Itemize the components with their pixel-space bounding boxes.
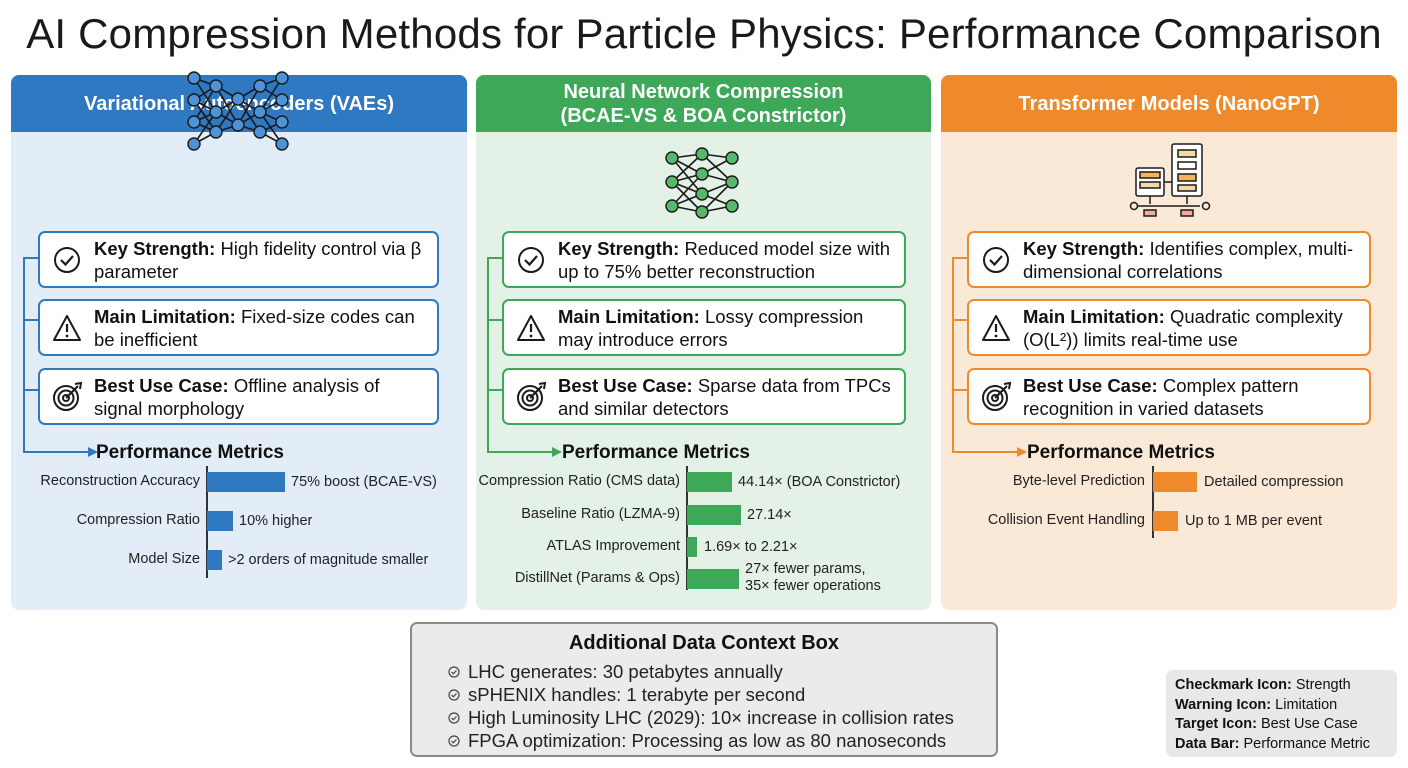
strength-label: Key Strength: [94, 238, 215, 259]
context-title: Additional Data Context Box [412, 632, 996, 655]
metric-value: 1.69× to 2.21× [704, 539, 798, 556]
legend-item: Data Bar: Performance Metric [1175, 735, 1397, 755]
context-item: High Luminosity LHC (2029): 10× increase… [468, 707, 954, 729]
legend-item: Target Icon: Best Use Case [1175, 715, 1397, 735]
checkmark-icon [981, 245, 1011, 275]
legend-text: Performance Metric [1244, 736, 1371, 752]
checkmark-icon [52, 245, 82, 275]
limitation-card: Main Limitation: Quadratic complexity (O… [967, 299, 1371, 356]
limitation-label: Main Limitation: [1023, 306, 1165, 327]
metric-value: 10% higher [239, 513, 312, 530]
metric-label: Byte-level Prediction [1013, 473, 1145, 489]
metric-label: Collision Event Handling [988, 512, 1145, 528]
warning-icon [51, 313, 83, 343]
usecase-card: Best Use Case: Complex pattern recogniti… [967, 368, 1371, 425]
metric-bar [1153, 511, 1178, 531]
panel-header-text: Transformer Models (NanoGPT) [1018, 92, 1319, 116]
limitation-card: Main Limitation: Lossy compression may i… [502, 299, 906, 356]
strength-card: Key Strength: Identifies complex, multi-… [967, 231, 1371, 288]
metric-value: >2 orders of magnitude smaller [228, 552, 428, 569]
icon-legend: Checkmark Icon: Strength Warning Icon: L… [1166, 670, 1397, 757]
strength-label: Key Strength: [1023, 238, 1144, 259]
metric-label: Compression Ratio (CMS data) [479, 473, 680, 489]
legend-label: Warning Icon: [1175, 697, 1271, 713]
limitation-label: Main Limitation: [558, 306, 700, 327]
metric-value: 75% boost (BCAE-VS) [291, 474, 437, 491]
metrics-title: Performance Metrics [1027, 442, 1215, 464]
usecase-label: Best Use Case: [558, 375, 693, 396]
metric-value: 27× fewer params, 35× fewer operations [745, 561, 881, 595]
metric-value: 44.14× (BOA Constrictor) [738, 474, 900, 491]
usecase-card: Best Use Case: Offline analysis of signa… [38, 368, 439, 425]
legend-label: Checkmark Icon: [1175, 677, 1292, 693]
legend-text: Strength [1296, 677, 1351, 693]
metrics-title: Performance Metrics [562, 442, 750, 464]
panel-header: Transformer Models (NanoGPT) [941, 75, 1397, 132]
transformer-diagram-icon [1128, 140, 1212, 220]
metric-label: Model Size [128, 551, 200, 567]
additional-data-context-box: Additional Data Context Box LHC generate… [410, 622, 998, 757]
metric-bar [1153, 472, 1197, 492]
legend-label: Target Icon: [1175, 716, 1257, 732]
usecase-label: Best Use Case: [1023, 375, 1158, 396]
checkmark-icon [516, 245, 546, 275]
warning-icon [515, 313, 547, 343]
strength-card: Key Strength: Reduced model size with up… [502, 231, 906, 288]
metric-label: Compression Ratio [77, 512, 200, 528]
legend-item: Warning Icon: Limitation [1175, 696, 1397, 716]
legend-text: Limitation [1275, 697, 1337, 713]
usecase-card: Best Use Case: Sparse data from TPCs and… [502, 368, 906, 425]
metric-bar [687, 472, 732, 492]
metrics-title: Performance Metrics [96, 442, 284, 464]
context-item: LHC generates: 30 petabytes annually [468, 661, 783, 683]
neural-network-icon [660, 146, 744, 220]
strength-label: Key Strength: [558, 238, 679, 259]
checkmark-icon [448, 666, 460, 678]
metric-value: Up to 1 MB per event [1185, 513, 1322, 530]
metric-value: 27.14× [747, 507, 792, 524]
neural-network-icon [180, 66, 296, 222]
metric-bar [687, 537, 697, 557]
metric-bar [687, 569, 739, 589]
panel-header-line1: Neural Network Compression [563, 80, 843, 104]
panel-header: Neural Network Compression (BCAE-VS & BO… [476, 75, 931, 132]
page-title: AI Compression Methods for Particle Phys… [0, 10, 1408, 58]
metric-value-line: 35× fewer operations [745, 578, 881, 595]
checkmark-icon [448, 689, 460, 701]
target-icon [980, 381, 1012, 413]
legend-item: Checkmark Icon: Strength [1175, 676, 1397, 696]
context-item: sPHENIX handles: 1 terabyte per second [468, 684, 805, 706]
panel-header-line2: (BCAE-VS & BOA Constrictor) [561, 104, 847, 128]
metric-bar [207, 550, 222, 570]
context-item: FPGA optimization: Processing as low as … [468, 730, 946, 752]
target-icon [51, 381, 83, 413]
checkmark-icon [448, 712, 460, 724]
limitation-card: Main Limitation: Fixed-size codes can be… [38, 299, 439, 356]
metric-label: ATLAS Improvement [546, 538, 680, 554]
strength-card: Key Strength: High fidelity control via … [38, 231, 439, 288]
metric-value-line: 27× fewer params, [745, 561, 881, 578]
metric-label: Reconstruction Accuracy [40, 473, 200, 489]
limitation-label: Main Limitation: [94, 306, 236, 327]
metric-value: Detailed compression [1204, 474, 1343, 491]
warning-icon [980, 313, 1012, 343]
target-icon [515, 381, 547, 413]
usecase-label: Best Use Case: [94, 375, 229, 396]
metric-bar [207, 472, 285, 492]
metric-label: DistillNet (Params & Ops) [515, 570, 680, 586]
legend-text: Best Use Case [1261, 716, 1358, 732]
metric-bar [207, 511, 233, 531]
metric-label: Baseline Ratio (LZMA-9) [521, 506, 680, 522]
metric-bar [687, 505, 741, 525]
checkmark-icon [448, 735, 460, 747]
legend-label: Data Bar: [1175, 736, 1239, 752]
